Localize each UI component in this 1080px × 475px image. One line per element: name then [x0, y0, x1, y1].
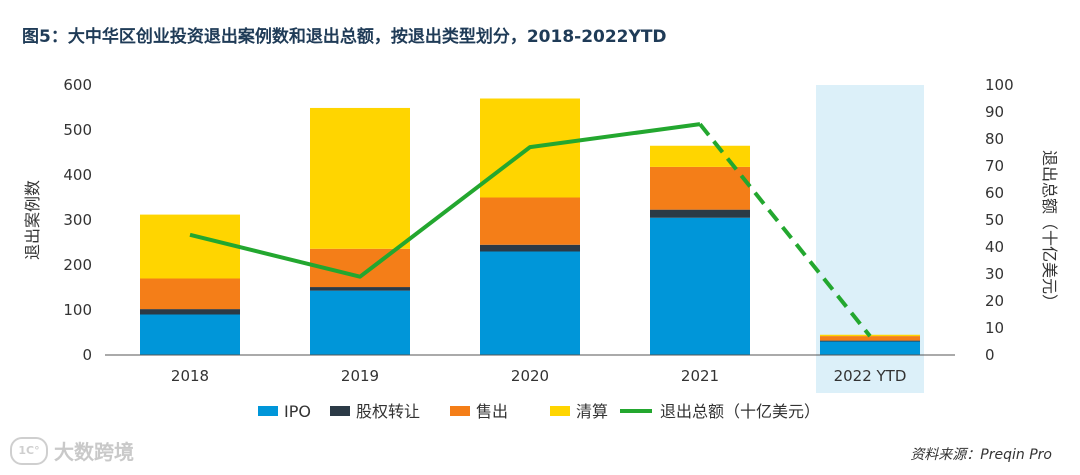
y-tick-5: 500: [63, 121, 92, 139]
y2-tick-3: 30: [985, 265, 1004, 283]
y2-tick-7: 70: [985, 157, 1004, 175]
x-tick-2: 2020: [511, 367, 549, 385]
bar-ipo-0: [140, 314, 240, 355]
watermark-logo-icon: 1C°: [10, 436, 48, 465]
bar-sale-2: [480, 197, 580, 245]
source-note: 资料来源：Preqin Pro: [910, 447, 1052, 463]
line-series-solid: [189, 122, 701, 279]
y-tick-1: 100: [63, 301, 92, 319]
x-tick-1: 2019: [341, 367, 379, 385]
bar-sale-4: [820, 336, 920, 341]
bar-equity-0: [140, 309, 240, 315]
legend-swatch-equity: [330, 406, 350, 416]
bar-equity-2: [480, 244, 580, 252]
legend-label-0: IPO: [284, 402, 311, 421]
watermark-text: 大数跨境: [54, 440, 134, 464]
y2-tick-2: 20: [985, 292, 1004, 310]
bar-equity-1: [310, 287, 410, 291]
y-tick-6: 600: [63, 76, 92, 94]
legend-swatch-ipo: [258, 406, 278, 416]
legend-swatch-sale: [450, 406, 470, 416]
y2-tick-5: 50: [985, 211, 1004, 229]
y-tick-2: 200: [63, 256, 92, 274]
y-tick-0: 0: [82, 346, 92, 364]
bar-liquidation-3: [650, 145, 750, 167]
y2-tick-9: 90: [985, 103, 1004, 121]
y-axis-label: 退出案例数: [23, 180, 42, 260]
bar-equity-4: [820, 340, 920, 342]
bar-sale-3: [650, 166, 750, 210]
legend-label-4: 退出总额（十亿美元）: [660, 402, 820, 421]
y2-tick-0: 0: [985, 346, 995, 364]
y2-axis-label: 退出总额（十亿美元）: [1040, 150, 1059, 310]
bar-ipo-2: [480, 251, 580, 355]
x-tick-4: 2022 YTD: [834, 367, 907, 385]
bar-liquidation-1: [310, 107, 410, 249]
bar-liquidation-0: [140, 214, 240, 279]
watermark: 1C° 大数跨境: [10, 436, 134, 465]
y2-tick-6: 60: [985, 184, 1004, 202]
x-tick-3: 2021: [681, 367, 719, 385]
line-series-dashed: [698, 122, 872, 338]
y2-tick-1: 10: [985, 319, 1004, 337]
legend-label-3: 清算: [576, 402, 608, 421]
y-tick-3: 300: [63, 211, 92, 229]
y-tick-4: 400: [63, 166, 92, 184]
bar-ipo-4: [820, 341, 920, 355]
bar-ipo-1: [310, 290, 410, 355]
legend-label-1: 股权转让: [356, 402, 420, 421]
chart-title: 图5：大中华区创业投资退出案例数和退出总额，按退出类型划分，2018-2022Y…: [22, 27, 667, 47]
legend-swatch-liquidation: [550, 406, 570, 416]
y2-tick-8: 80: [985, 130, 1004, 148]
bar-ipo-3: [650, 217, 750, 355]
legend-label-2: 售出: [476, 402, 508, 421]
x-tick-0: 2018: [171, 367, 209, 385]
y2-tick-10: 100: [985, 76, 1014, 94]
y2-tick-4: 40: [985, 238, 1004, 256]
bar-sale-0: [140, 278, 240, 310]
bar-equity-3: [650, 209, 750, 218]
